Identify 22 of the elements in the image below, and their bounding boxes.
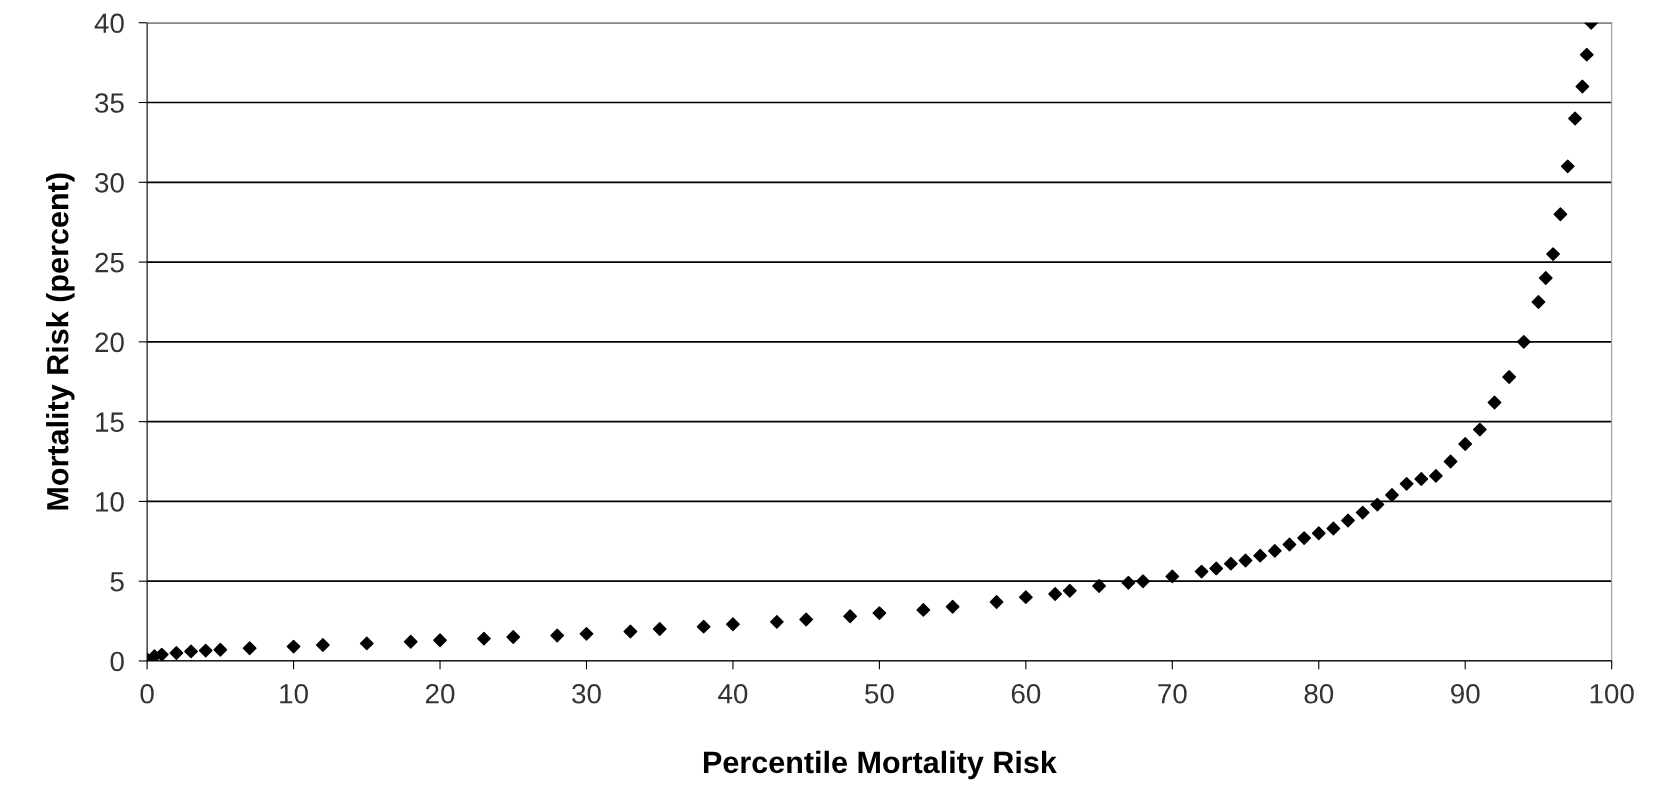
y-tick-label: 5	[110, 572, 124, 592]
x-tick-label: 30	[572, 683, 601, 704]
x-tick-label: 100	[1590, 683, 1634, 704]
y-tick-label: 10	[96, 492, 124, 512]
x-tick-label: 50	[865, 683, 894, 704]
y-tick-label: 40	[94, 13, 124, 34]
x-tick-label: 70	[1158, 683, 1187, 704]
x-tick-label: 80	[1304, 683, 1334, 704]
y-tick-label: 20	[95, 332, 124, 353]
y-tick-label: 25	[95, 252, 124, 273]
x-tick-label: 0	[140, 683, 154, 704]
y-tick-label: 35	[95, 93, 124, 113]
y-tick-label: 30	[95, 172, 124, 193]
x-axis-title: Percentile Mortality Risk	[704, 750, 1057, 780]
x-tick-label: 20	[425, 683, 455, 704]
x-tick-label: 40	[718, 683, 748, 704]
x-tick-label: 90	[1451, 683, 1480, 704]
x-tick-label: 60	[1011, 683, 1041, 704]
y-tick-label: 0	[110, 651, 124, 672]
x-tick-label: 10	[280, 683, 308, 704]
y-axis-title: Mortality Risk (percent)	[46, 173, 75, 510]
y-tick-label: 15	[96, 412, 124, 432]
